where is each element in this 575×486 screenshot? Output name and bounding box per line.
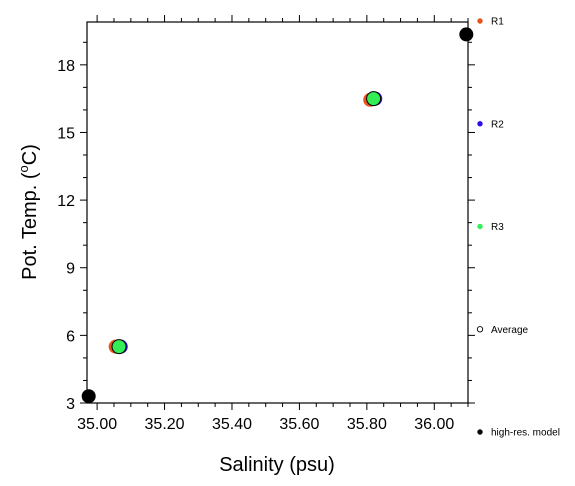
x-tick-label: 35.80 (347, 416, 387, 433)
y-axis-title: Pot. Temp. (oC) (16, 144, 41, 280)
marker-average (366, 91, 382, 107)
legend-label-high-res-model: high-res. model (491, 428, 560, 439)
legend-marker-r1 (477, 18, 483, 24)
marker-high-res-model (459, 27, 474, 42)
x-axis-title: Salinity (psu) (219, 454, 335, 476)
marker-r3 (112, 339, 127, 354)
legend-marker-r2 (477, 121, 483, 127)
y-tick-labels: 3 6 9 12 15 18 (57, 58, 75, 413)
x-tick-label: 36.00 (414, 416, 454, 433)
legend-label-average: Average (491, 325, 529, 336)
legend-label-r2: R2 (491, 119, 504, 130)
marker-r3 (366, 91, 381, 106)
marker-average (111, 339, 127, 355)
y-tick-label: 12 (57, 193, 75, 210)
x-tick-label: 35.40 (212, 416, 252, 433)
plot-area-frame (86, 21, 469, 404)
data-markers (81, 27, 474, 404)
x-tick-label: 35.00 (77, 416, 117, 433)
marker-high-res-model (81, 389, 96, 404)
legend-marker-high-res-model (477, 429, 483, 435)
legend-label-r1: R1 (491, 17, 504, 28)
x-tick-label: 35.60 (279, 416, 319, 433)
legend-marker-r3 (477, 223, 483, 230)
legend-marker-average (476, 326, 484, 333)
y-tick-label: 6 (66, 328, 75, 345)
legend-label-r3: R3 (491, 222, 504, 233)
y-tick-label: 3 (66, 396, 75, 413)
legend: R1 R2 R3 Average high-res. model (476, 17, 560, 439)
x-tick-labels: 35.00 35.20 35.40 35.60 35.80 36.00 (77, 416, 454, 433)
x-tick-label: 35.20 (145, 416, 185, 433)
y-tick-label: 18 (57, 58, 75, 75)
axis-ticks (80, 15, 475, 410)
y-tick-label: 15 (57, 125, 75, 142)
y-tick-label: 9 (66, 261, 75, 278)
